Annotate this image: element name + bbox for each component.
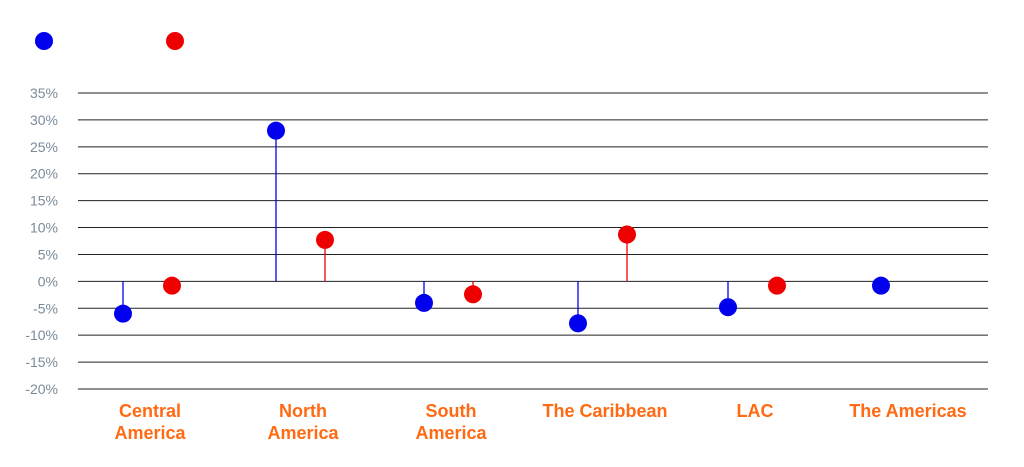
y-tick-label: -15% [25,354,58,370]
y-tick-label: 30% [30,112,58,128]
category-label: LAC [737,401,774,421]
y-tick-label: 20% [30,166,58,182]
y-tick-label: -20% [25,381,58,397]
category-label: The Caribbean [542,401,667,421]
data-point [618,225,636,244]
category-label: Central America [114,401,186,443]
category-labels: Central America North America South America Th… [114,401,966,443]
data-point [267,121,285,140]
y-tick-label: 25% [30,139,58,155]
category-label: The Americas [849,401,966,421]
chart-legend [35,32,184,50]
data-point [569,314,587,333]
y-tick-label: -10% [25,327,58,343]
category-label: South America [415,401,487,443]
y-tick-label: 15% [30,193,58,209]
y-tick-label: 5% [38,246,58,262]
y-tick-label: -5% [33,300,58,316]
stems [122,130,882,324]
data-point [464,285,482,304]
data-point [316,230,334,249]
y-tick-label: 10% [30,220,58,236]
data-point [114,304,132,323]
legend-marker-series-2 [166,32,184,50]
y-axis-ticks: 35% 30% 25% 20% 15% 10% 5% 0% -5% -10% -15% -20% [25,85,58,397]
y-tick-label: 35% [30,85,58,101]
data-point [163,276,181,295]
y-tick-label: 0% [38,273,58,289]
data-point [872,276,890,295]
gridlines [78,92,988,390]
data-point [768,276,786,295]
data-point [719,298,737,317]
data-points [114,121,890,333]
category-label: North America [267,401,339,443]
data-point [415,293,433,312]
legend-marker-series-1 [35,32,53,50]
